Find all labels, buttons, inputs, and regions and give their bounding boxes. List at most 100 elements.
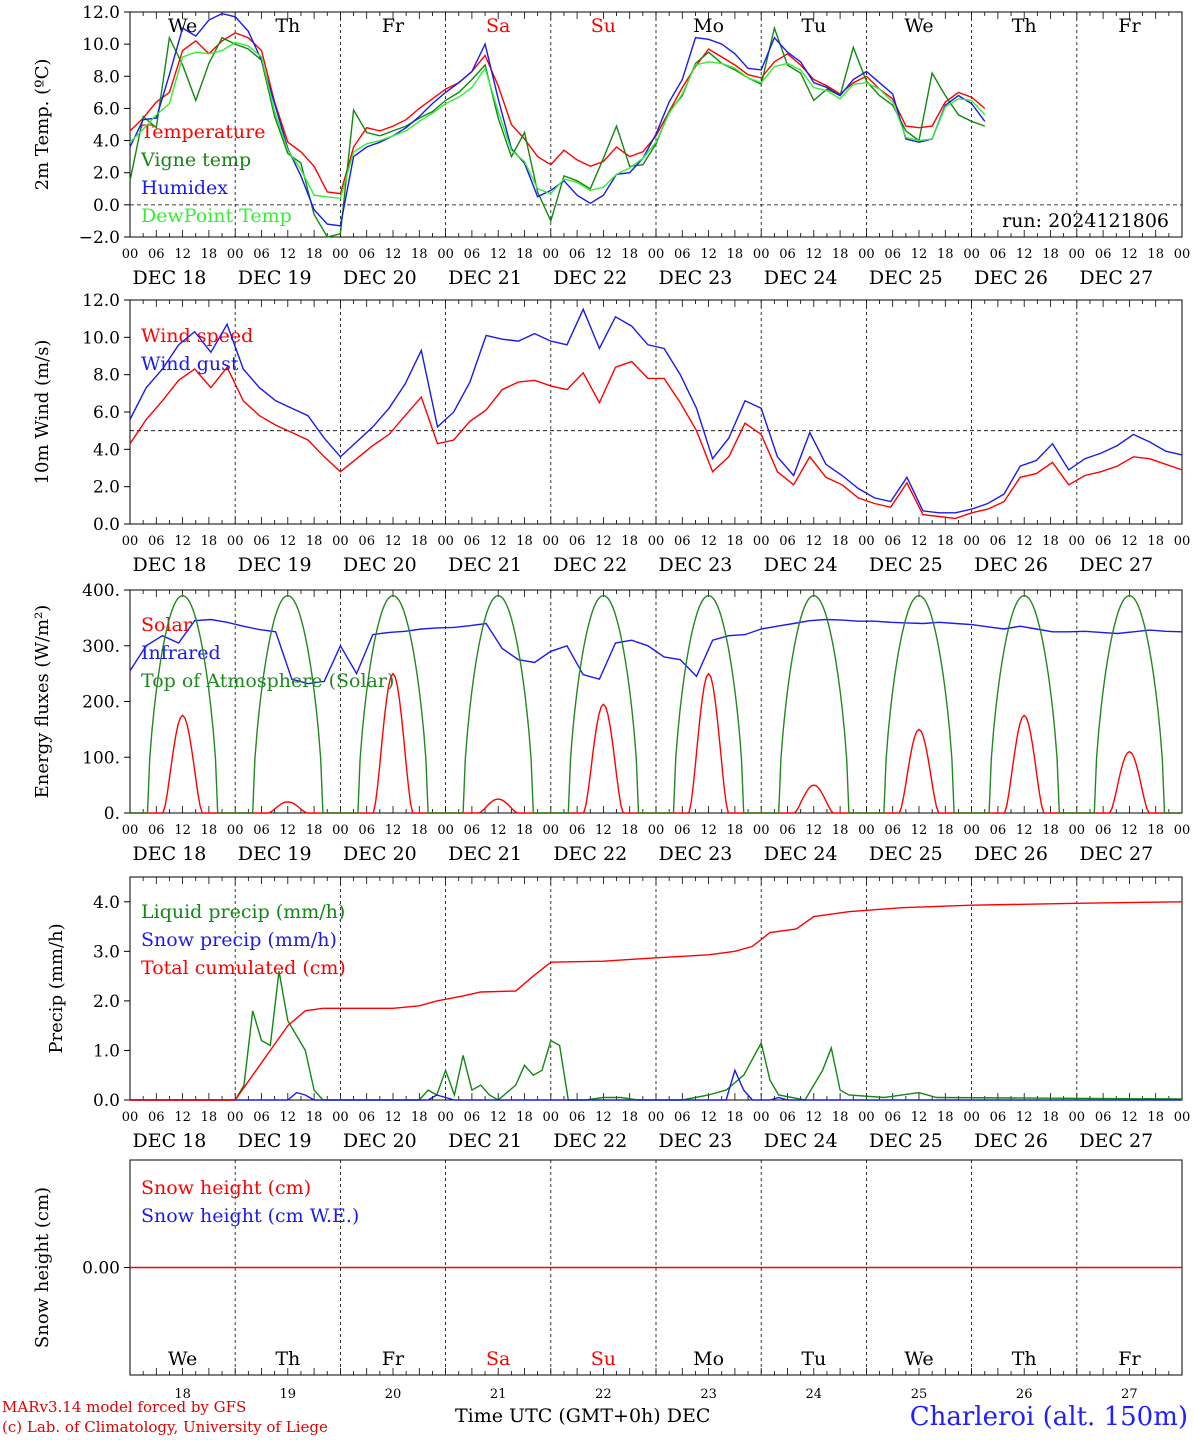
hour-tick-label: 00 [858, 534, 875, 549]
hour-tick-label: 18 [306, 823, 323, 838]
date-label: DEC 25 [869, 1130, 943, 1152]
legend-entry: Infrared [141, 642, 221, 664]
hour-tick-label: 06 [253, 823, 270, 838]
weekday-label: Tu [801, 1348, 826, 1370]
run-annotation: run: 2024121806 [1002, 210, 1169, 232]
hour-tick-label: 18 [1042, 534, 1059, 549]
series-line-infrared [129, 618, 1183, 685]
hour-tick-label: 00 [1069, 1110, 1086, 1125]
legend-entry: Liquid precip (mm/h) [141, 901, 345, 923]
hour-tick-label: 06 [464, 247, 481, 262]
y-tick-label: 0.00 [82, 1259, 120, 1279]
legend-entry: Vigne temp [140, 149, 251, 171]
series-line-total-cumulated-cm [130, 901, 1183, 1101]
date-label: DEC 26 [974, 554, 1048, 576]
hour-tick-label: 00 [963, 534, 980, 549]
series-line-humidex [129, 12, 986, 227]
date-label: DEC 22 [553, 267, 627, 289]
hour-tick-label: 12 [595, 1110, 612, 1125]
legend-entry: Snow height (cm) [141, 1177, 311, 1199]
date-label: DEC 26 [974, 267, 1048, 289]
hour-tick-label: 06 [148, 247, 165, 262]
hour-tick-label: 18 [1147, 1110, 1164, 1125]
hour-tick-label: 06 [674, 534, 691, 549]
hour-tick-label: 18 [621, 247, 638, 262]
hour-tick-label: 12 [595, 247, 612, 262]
hour-tick-label: 00 [437, 247, 454, 262]
hour-tick-label: 18 [306, 534, 323, 549]
y-axis-title: Energy fluxes (W/m²) [32, 605, 53, 799]
y-tick-label: 10.0 [82, 328, 120, 348]
hour-tick-label: 18 [1042, 823, 1059, 838]
weekday-label: Mo [693, 1348, 724, 1370]
weekday-label: Fr [1118, 1348, 1141, 1370]
hour-tick-label: 18 [1042, 247, 1059, 262]
hour-tick-label: 00 [648, 1110, 665, 1125]
y-tick-label: 6.0 [93, 403, 120, 423]
hour-tick-label: 12 [174, 534, 191, 549]
hour-tick-label: 06 [569, 534, 586, 549]
hour-tick-label: 00 [543, 823, 560, 838]
weekday-label: Fr [382, 1348, 405, 1370]
hour-tick-label: 12 [490, 534, 507, 549]
y-tick-label: 0.0 [93, 515, 120, 535]
hour-tick-label: 18 [411, 534, 428, 549]
date-label: DEC 23 [659, 267, 733, 289]
date-label: DEC 24 [764, 267, 838, 289]
hour-tick-label: 00 [543, 534, 560, 549]
date-label: DEC 19 [238, 1130, 312, 1152]
hour-tick-label: 00 [648, 247, 665, 262]
hour-tick-label: 00 [122, 823, 139, 838]
date-label: DEC 24 [764, 554, 838, 576]
hour-tick-label: 00 [1174, 247, 1191, 262]
hour-tick-label: 00 [122, 1110, 139, 1125]
series-line-dewpoint-temp [129, 41, 986, 200]
hour-tick-label: 12 [490, 823, 507, 838]
hour-tick-label: 12 [280, 534, 297, 549]
hour-tick-label: 00 [227, 1110, 244, 1125]
date-label: DEC 26 [974, 843, 1048, 865]
legend-entry: Snow precip (mm/h) [141, 929, 337, 951]
date-label: DEC 19 [238, 843, 312, 865]
hour-tick-label: 18 [306, 1110, 323, 1125]
hour-tick-label: 12 [1016, 823, 1033, 838]
hour-tick-label: 18 [727, 534, 744, 549]
y-axis-title: 2m Temp. (ºC) [32, 59, 53, 191]
hour-tick-label: 18 [516, 1110, 533, 1125]
date-label: DEC 24 [764, 1130, 838, 1152]
date-label: DEC 23 [659, 554, 733, 576]
date-label: DEC 27 [1079, 554, 1153, 576]
hour-tick-label: 18 [1147, 823, 1164, 838]
date-label: DEC 20 [343, 267, 417, 289]
hour-tick-label: 12 [385, 534, 402, 549]
date-label: DEC 19 [238, 267, 312, 289]
hour-tick-label: 06 [674, 247, 691, 262]
date-label: DEC 22 [553, 554, 627, 576]
hour-tick-label: 06 [358, 534, 375, 549]
hour-tick-label: 12 [1121, 823, 1138, 838]
series-line-wind-gust [129, 307, 1183, 514]
hour-tick-label: 12 [700, 1110, 717, 1125]
weekday-label: We [904, 1348, 933, 1370]
hour-tick-label: 18 [727, 823, 744, 838]
hour-tick-label: 00 [858, 1110, 875, 1125]
hour-tick-label: 06 [990, 823, 1007, 838]
date-label: DEC 22 [553, 843, 627, 865]
hour-tick-label: 06 [253, 534, 270, 549]
hour-tick-label: 00 [648, 823, 665, 838]
hour-tick-label: 00 [1174, 534, 1191, 549]
hour-tick-label: 00 [332, 247, 349, 262]
hour-tick-label: 06 [253, 1110, 270, 1125]
hour-tick-label: 00 [1174, 823, 1191, 838]
hour-tick-label: 18 [411, 823, 428, 838]
date-label: DEC 20 [343, 1130, 417, 1152]
hour-tick-label: 06 [358, 823, 375, 838]
legend-entry: Humidex [141, 177, 228, 199]
hour-tick-label: 00 [332, 534, 349, 549]
date-label: DEC 21 [448, 554, 522, 576]
hour-tick-label: 06 [569, 1110, 586, 1125]
weekday-label: We [904, 15, 933, 37]
y-tick-label: 0. [104, 804, 120, 824]
weekday-label: We [168, 15, 197, 37]
